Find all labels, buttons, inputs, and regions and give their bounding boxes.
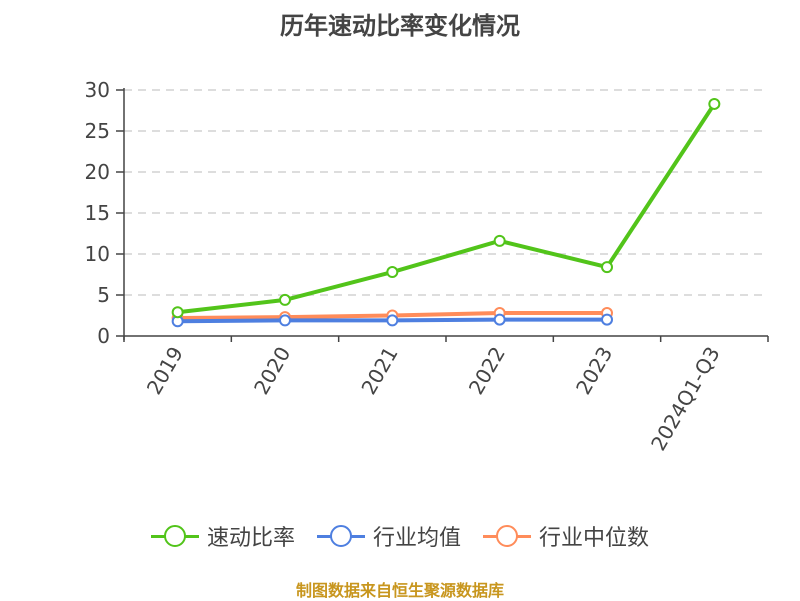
legend-item[interactable]: 行业中位数: [483, 520, 649, 552]
x-tick-label: 2021: [356, 343, 402, 399]
x-tick-label: 2023: [571, 343, 617, 399]
y-tick-label: 30: [85, 78, 110, 102]
legend-label: 行业均值: [372, 526, 461, 551]
x-tick-label: 2020: [249, 343, 295, 399]
legend-label: 行业中位数: [539, 526, 650, 551]
data-point[interactable]: [601, 261, 613, 274]
legend-item[interactable]: 行业均值: [316, 520, 461, 552]
data-point[interactable]: [386, 314, 399, 327]
legend-marker-icon: [150, 524, 199, 548]
y-tick-label: 25: [85, 119, 110, 143]
data-source-note: 制图数据来自恒生聚源数据库: [295, 581, 504, 600]
legend-label: 速动比率: [206, 526, 295, 551]
y-tick-label: 5: [97, 283, 110, 307]
data-point[interactable]: [386, 266, 399, 279]
chart-title: 历年速动比率变化情况: [280, 12, 520, 40]
chart-legend: 速动比率 行业均值 行业中位数: [0, 520, 800, 552]
data-point[interactable]: [493, 234, 506, 247]
legend-item[interactable]: 速动比率: [150, 520, 295, 552]
series-line: [177, 102, 717, 315]
x-tick-label: 2022: [464, 342, 510, 398]
y-tick-label: 10: [85, 242, 110, 266]
y-tick-label: 15: [85, 201, 110, 225]
legend-marker-icon: [483, 524, 531, 548]
y-tick-label: 20: [85, 160, 110, 184]
data-point[interactable]: [601, 313, 613, 326]
legend-marker-icon: [316, 524, 365, 548]
data-point[interactable]: [493, 313, 506, 326]
data-point[interactable]: [279, 314, 291, 327]
data-point[interactable]: [708, 97, 721, 110]
x-tick-label: 2024Q1-Q3: [646, 343, 725, 455]
data-point[interactable]: [171, 306, 184, 319]
y-tick-label: 0: [97, 324, 110, 348]
x-tick-label: 2019: [142, 343, 188, 399]
data-point[interactable]: [279, 293, 291, 306]
